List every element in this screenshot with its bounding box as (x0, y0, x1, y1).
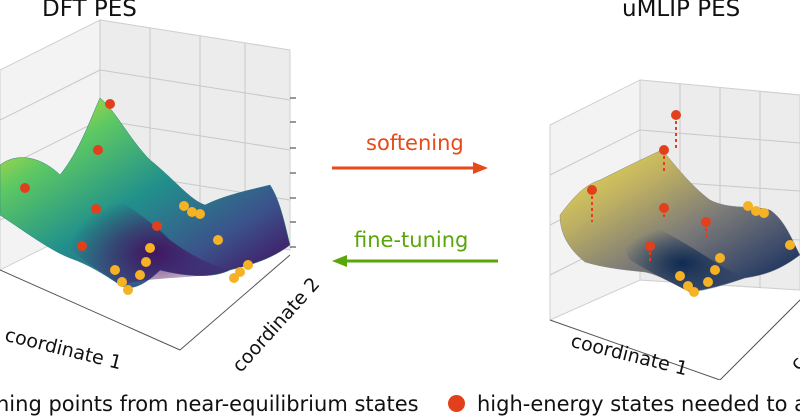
high-energy-point (587, 185, 597, 195)
equilibrium-point (179, 201, 189, 211)
legend-label-equilibrium: ning points from near-equilibrium states (0, 392, 419, 416)
equilibrium-point (187, 207, 197, 217)
high-energy-point (105, 99, 115, 109)
equilibrium-point (110, 265, 120, 275)
equilibrium-point (751, 206, 761, 216)
umlip-equilibrium-points (675, 201, 795, 297)
high-energy-point (77, 241, 87, 251)
equilibrium-point (195, 209, 205, 219)
left-axis-ticks (0, 97, 296, 351)
softening-arrow (332, 162, 488, 174)
equilibrium-point (689, 287, 699, 297)
high-energy-point (91, 204, 101, 214)
equilibrium-point (213, 235, 223, 245)
high-energy-point (20, 183, 30, 193)
high-energy-point (701, 217, 711, 227)
left-panel-title: DFT PES (42, 0, 137, 22)
legend-label-high-energy: high-energy states needed to au (477, 392, 800, 416)
softening-label: softening (366, 131, 464, 155)
legend-item-high-energy: high-energy states needed to au (448, 392, 800, 416)
umlip-high-energy-points (587, 110, 711, 251)
equilibrium-point (117, 277, 127, 287)
equilibrium-point (675, 271, 685, 281)
equilibrium-point (229, 273, 239, 283)
legend-marker-high-energy (448, 395, 465, 412)
fine-tuning-label: fine-tuning (354, 228, 469, 252)
high-energy-point (645, 241, 655, 251)
high-energy-point (152, 221, 162, 231)
dft-high-energy-points (20, 99, 162, 251)
equilibrium-point (123, 285, 133, 295)
legend-item-equilibrium: ning points from near-equilibrium states (0, 392, 419, 416)
equilibrium-point (759, 208, 769, 218)
equilibrium-point (145, 243, 155, 253)
high-energy-point (659, 203, 669, 213)
equilibrium-point (135, 270, 145, 280)
equilibrium-point (743, 201, 753, 211)
fine-tuning-arrow (332, 255, 498, 267)
equilibrium-point (141, 257, 151, 267)
equilibrium-point (785, 240, 795, 250)
dft-pes-plot (0, 19, 296, 351)
high-energy-point (659, 145, 669, 155)
equilibrium-point (710, 265, 720, 275)
equilibrium-point (243, 260, 253, 270)
high-energy-point (671, 110, 681, 120)
equilibrium-point (703, 277, 713, 287)
high-energy-point (93, 145, 103, 155)
dft-equilibrium-points (110, 201, 253, 295)
umlip-pes-plot (549, 79, 800, 380)
equilibrium-point (715, 253, 725, 263)
right-panel-title: uMLIP PES (622, 0, 741, 22)
